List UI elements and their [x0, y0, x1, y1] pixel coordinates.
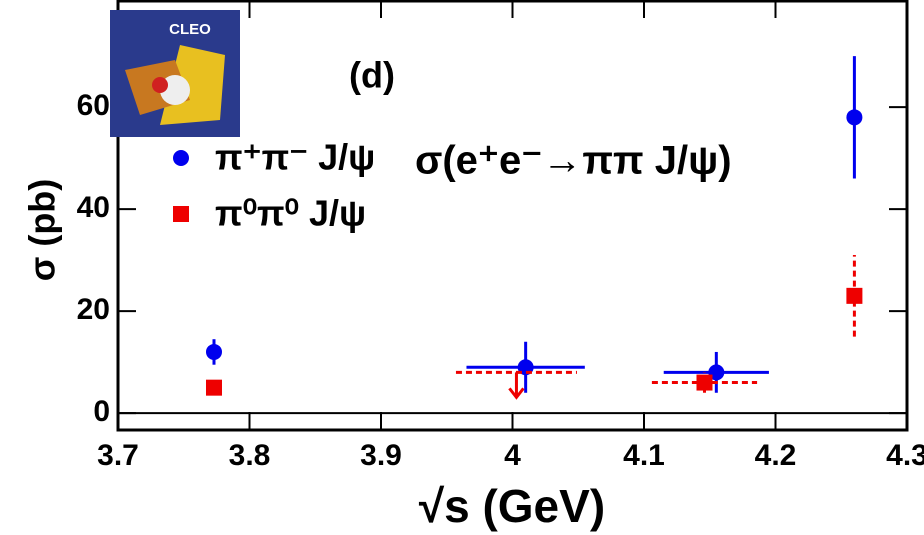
x-tick-label: 4.1: [623, 439, 665, 472]
x-tick-label: 3.7: [97, 439, 139, 472]
x-tick-label: 4.2: [755, 439, 797, 472]
x-tick-label: 3.8: [229, 439, 271, 472]
upper-limit-arrow: [508, 372, 525, 400]
legend-label: π⁰π⁰ J/ψ: [215, 193, 366, 234]
x-tick-label: 3.9: [360, 439, 402, 472]
y-tick-label: 40: [77, 191, 110, 224]
panel-label: (d): [349, 55, 395, 96]
logo-shape: [152, 77, 168, 93]
point: [696, 374, 713, 391]
y-tick-label: 0: [93, 395, 110, 428]
x-axis-label: √s (GeV): [419, 480, 605, 532]
y-tick-label: 60: [77, 89, 110, 122]
point: [205, 379, 222, 396]
y-tick-label: 20: [77, 293, 110, 326]
y-axis-label: σ (pb): [22, 179, 63, 282]
legend-marker: [173, 206, 189, 222]
point: [205, 343, 222, 360]
point: [846, 109, 863, 126]
logo-text: CLEO: [169, 21, 211, 38]
logo: CLEO: [110, 10, 240, 137]
chart-title: σ(e⁺e⁻→ππ J/ψ): [415, 139, 732, 183]
legend-label: π⁺π⁻ J/ψ: [215, 137, 375, 178]
legend-marker: [173, 150, 189, 166]
x-tick-label: 4.3: [886, 439, 924, 472]
x-tick-label: 4: [504, 439, 521, 472]
point: [846, 287, 863, 304]
